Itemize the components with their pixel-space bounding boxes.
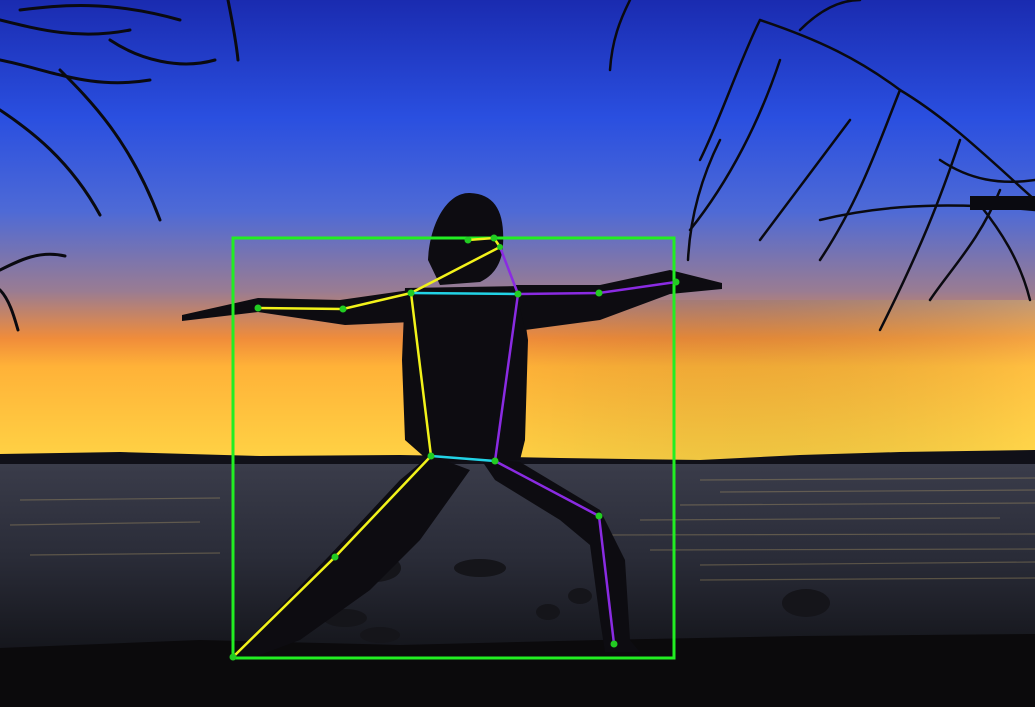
keypoint-right-wrist bbox=[672, 278, 680, 286]
limb-right-torso bbox=[493, 292, 520, 463]
limb-head-left-shoulder bbox=[409, 245, 502, 295]
keypoint-right-ankle bbox=[610, 640, 618, 648]
keypoint-right-knee bbox=[595, 512, 603, 520]
keypoint-right-hip bbox=[491, 457, 499, 465]
keypoint-left-knee bbox=[331, 553, 339, 561]
tree-trunk-right bbox=[970, 196, 1035, 210]
keypoint-right-elbow bbox=[595, 289, 603, 297]
keypoint-right-shoulder bbox=[514, 290, 522, 298]
keypoint-left-wrist bbox=[254, 304, 262, 312]
limb-left-torso bbox=[409, 291, 433, 458]
keypoint-left-shoulder bbox=[407, 289, 415, 297]
sky-glow bbox=[500, 300, 1035, 470]
limb-head-right-shoulder bbox=[498, 245, 520, 296]
keypoint-left-ankle bbox=[229, 653, 237, 661]
pose-keypoints bbox=[229, 234, 680, 661]
ground bbox=[0, 634, 1035, 707]
keypoint-neck bbox=[497, 244, 503, 250]
lake bbox=[0, 464, 1035, 649]
limb-hips bbox=[429, 454, 497, 463]
tree-branches-left bbox=[0, 0, 240, 332]
keypoint-left-elbow bbox=[339, 305, 347, 313]
keypoint-ear bbox=[490, 234, 498, 242]
keypoint-nose bbox=[464, 236, 472, 244]
limb-shoulders bbox=[409, 291, 520, 296]
detection-bounding-box bbox=[231, 236, 676, 660]
keypoint-left-hip bbox=[427, 452, 435, 460]
